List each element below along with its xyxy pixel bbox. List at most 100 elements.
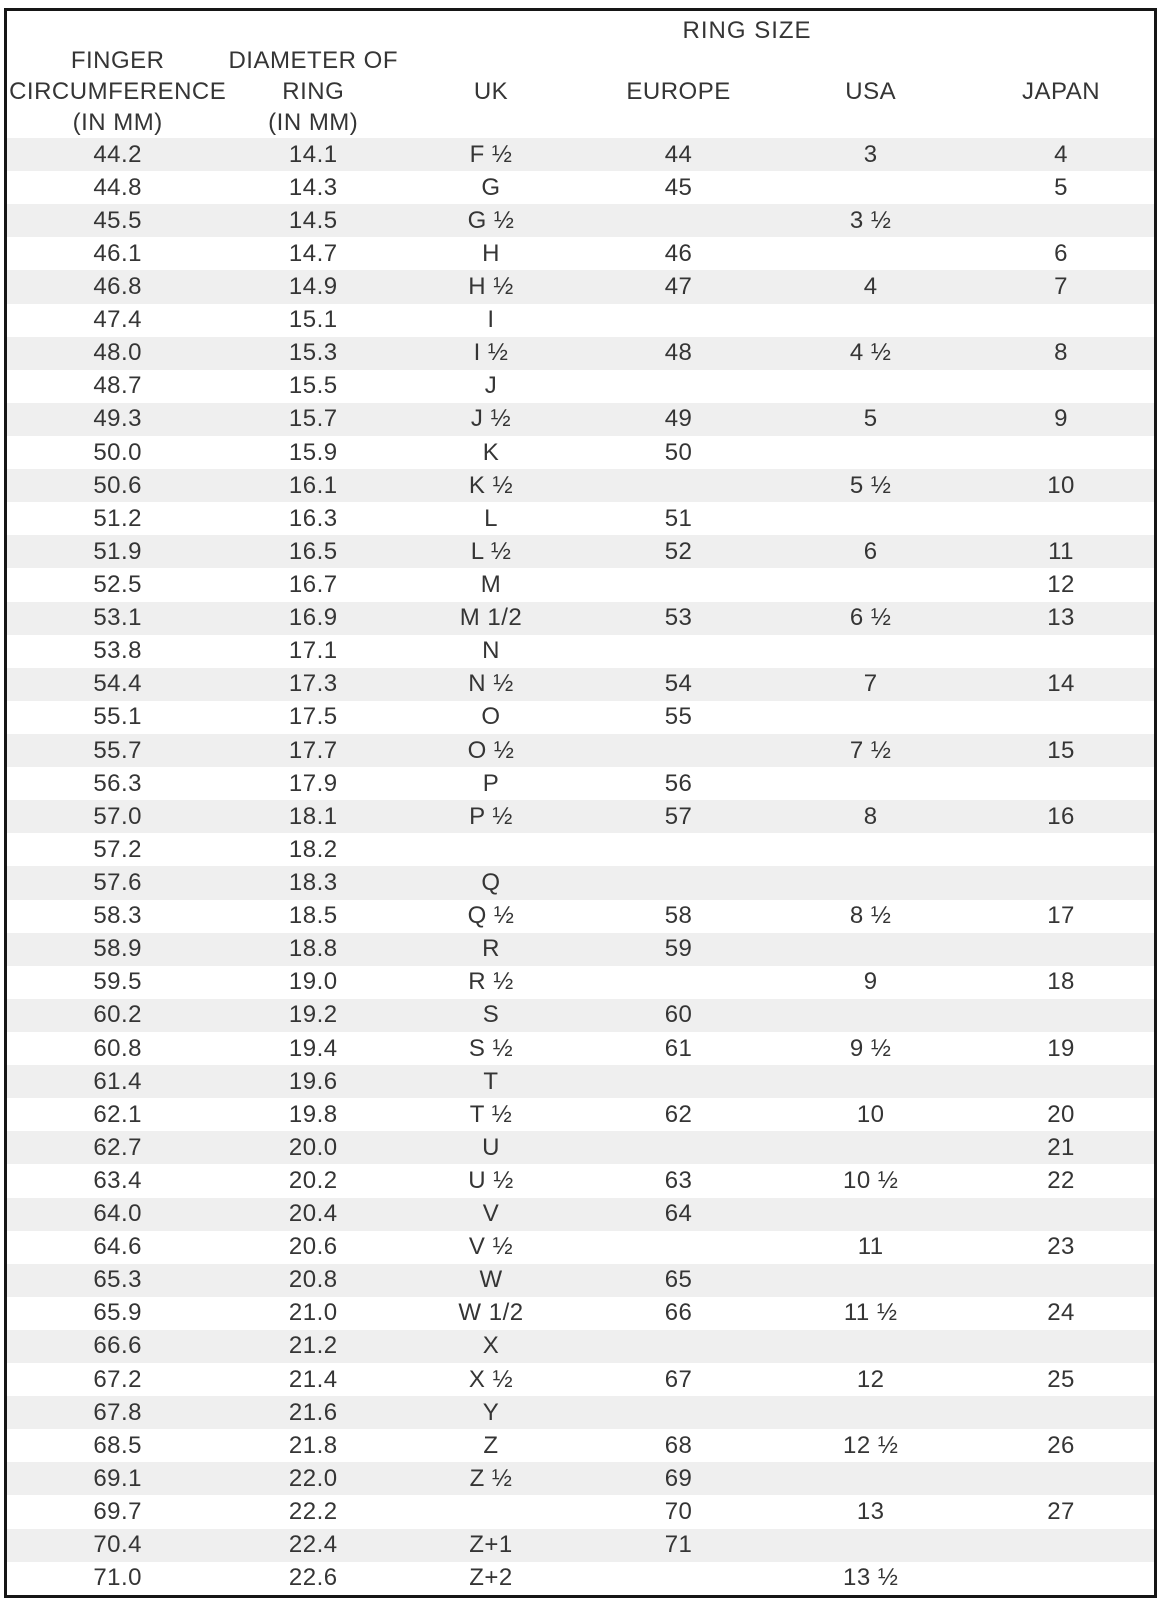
cell-uk: X — [482, 1332, 500, 1360]
cell-europe: 70 — [664, 1498, 693, 1526]
cell-usa: 10 — [856, 1100, 885, 1128]
cell-uk: S ½ — [468, 1034, 514, 1062]
cell-diameter: 16.7 — [288, 570, 338, 598]
cell-circumference: 57.0 — [93, 802, 143, 830]
cell-europe: 53 — [664, 604, 693, 632]
cell-japan: 11 — [1048, 537, 1075, 565]
cell-circumference: 58.3 — [93, 902, 143, 930]
cell-europe: 54 — [664, 670, 693, 698]
table-row: 52.5 16.7 M 12 — [7, 568, 1154, 601]
cell-japan: 25 — [1047, 1365, 1075, 1393]
cell-diameter: 19.8 — [288, 1100, 338, 1128]
cell-diameter: 16.5 — [288, 537, 338, 565]
cell-circumference: 56.3 — [93, 769, 143, 797]
cell-europe: 55 — [664, 703, 693, 731]
table-header: RING SIZE FINGER CIRCUMFERENCE (IN MM) DIAM… — [7, 11, 1154, 138]
cell-europe: 64 — [664, 1200, 693, 1228]
table-row: 63.4 20.2 U ½ 63 10 ½ 22 — [7, 1164, 1154, 1197]
cell-diameter: 15.3 — [288, 339, 338, 367]
cell-circumference: 45.5 — [93, 206, 143, 234]
cell-uk: W — [479, 1266, 503, 1294]
cell-diameter: 17.3 — [288, 670, 338, 698]
cell-japan: 19 — [1047, 1034, 1075, 1062]
cell-usa: 7 — [863, 670, 878, 698]
cell-diameter: 21.2 — [288, 1332, 338, 1360]
table-row: 59.5 19.0 R ½ 9 18 — [7, 966, 1154, 999]
cell-uk: R — [482, 935, 500, 963]
cell-uk: V ½ — [468, 1233, 514, 1261]
cell-diameter: 19.4 — [288, 1034, 338, 1062]
cell-circumference: 50.6 — [93, 471, 143, 499]
cell-europe: 60 — [664, 1001, 693, 1029]
cell-uk: M 1/2 — [459, 604, 523, 632]
cell-europe: 46 — [664, 239, 693, 267]
cell-usa: 8 — [863, 802, 878, 830]
cell-europe: 59 — [664, 935, 693, 963]
table-row: 65.3 20.8 W 65 — [7, 1263, 1154, 1297]
table-row: 64.0 20.4 V 64 — [7, 1197, 1154, 1231]
cell-usa: 5 ½ — [849, 471, 892, 499]
column-header-japan: JAPAN — [968, 76, 1154, 107]
cell-japan: 15 — [1047, 736, 1075, 764]
cell-diameter: 18.5 — [288, 902, 338, 930]
cell-uk: K — [482, 438, 500, 466]
cell-japan: 8 — [1054, 339, 1068, 367]
cell-japan: 4 — [1054, 140, 1068, 168]
group-header-row: RING SIZE — [7, 11, 1154, 45]
cell-diameter: 19.2 — [288, 1001, 338, 1029]
cell-usa: 6 — [863, 537, 878, 565]
cell-usa: 6 ½ — [849, 604, 892, 632]
cell-uk: H ½ — [468, 272, 514, 300]
cell-circumference: 69.1 — [93, 1464, 143, 1492]
cell-circumference: 53.1 — [93, 604, 143, 632]
table-row: 55.7 17.7 O ½ 7 ½ 15 — [7, 733, 1154, 768]
cell-uk: X ½ — [468, 1365, 514, 1393]
cell-diameter: 21.6 — [288, 1398, 338, 1426]
cell-diameter: 22.0 — [288, 1464, 338, 1492]
cell-circumference: 46.8 — [93, 272, 143, 300]
cell-circumference: 70.4 — [93, 1531, 143, 1559]
cell-uk: K ½ — [468, 471, 514, 499]
cell-usa: 11 — [857, 1233, 884, 1261]
cell-uk: N ½ — [468, 670, 514, 698]
cell-japan: 21 — [1047, 1133, 1075, 1161]
column-header-usa: USA — [773, 76, 968, 107]
cell-usa: 4 — [863, 272, 878, 300]
cell-diameter: 15.1 — [288, 306, 338, 334]
cell-circumference: 62.1 — [93, 1100, 143, 1128]
cell-usa: 13 ½ — [842, 1564, 899, 1592]
cell-circumference: 69.7 — [93, 1498, 143, 1526]
cell-europe: 67 — [664, 1365, 693, 1393]
cell-uk: O — [481, 703, 501, 731]
table-row: 46.8 14.9 H ½ 47 4 7 — [7, 270, 1154, 304]
cell-uk: V — [482, 1200, 500, 1228]
table-row: 60.8 19.4 S ½ 61 9 ½ 19 — [7, 1032, 1154, 1065]
cell-circumference: 66.6 — [93, 1332, 143, 1360]
cell-usa: 4 ½ — [849, 339, 892, 367]
table-row: 51.9 16.5 L ½ 52 6 11 — [7, 535, 1154, 569]
cell-uk: Z ½ — [469, 1464, 513, 1492]
cell-uk: Z+1 — [469, 1531, 513, 1559]
cell-circumference: 71.0 — [93, 1564, 143, 1592]
cell-uk: G — [481, 173, 501, 201]
cell-circumference: 54.4 — [93, 670, 143, 698]
cell-europe: 63 — [664, 1166, 693, 1194]
cell-uk: Q — [481, 868, 501, 896]
cell-diameter: 20.4 — [288, 1200, 338, 1228]
cell-circumference: 62.7 — [93, 1133, 143, 1161]
cell-japan: 17 — [1047, 902, 1075, 930]
cell-diameter: 16.1 — [288, 471, 338, 499]
cell-europe: 49 — [664, 405, 693, 433]
cell-europe: 65 — [664, 1266, 693, 1294]
cell-circumference: 63.4 — [93, 1166, 143, 1194]
table-row: 46.1 14.7 H 46 6 — [7, 237, 1154, 270]
cell-usa: 7 ½ — [849, 736, 892, 764]
table-row: 57.2 18.2 — [7, 833, 1154, 866]
cell-circumference: 59.5 — [93, 968, 143, 996]
cell-uk: W 1/2 — [458, 1299, 524, 1327]
column-header-line: FINGER — [70, 47, 165, 74]
table-row: 61.4 19.6 T — [7, 1065, 1154, 1099]
cell-japan: 24 — [1047, 1299, 1075, 1327]
cell-diameter: 19.0 — [288, 968, 338, 996]
column-header-line: (IN MM) — [72, 109, 163, 136]
